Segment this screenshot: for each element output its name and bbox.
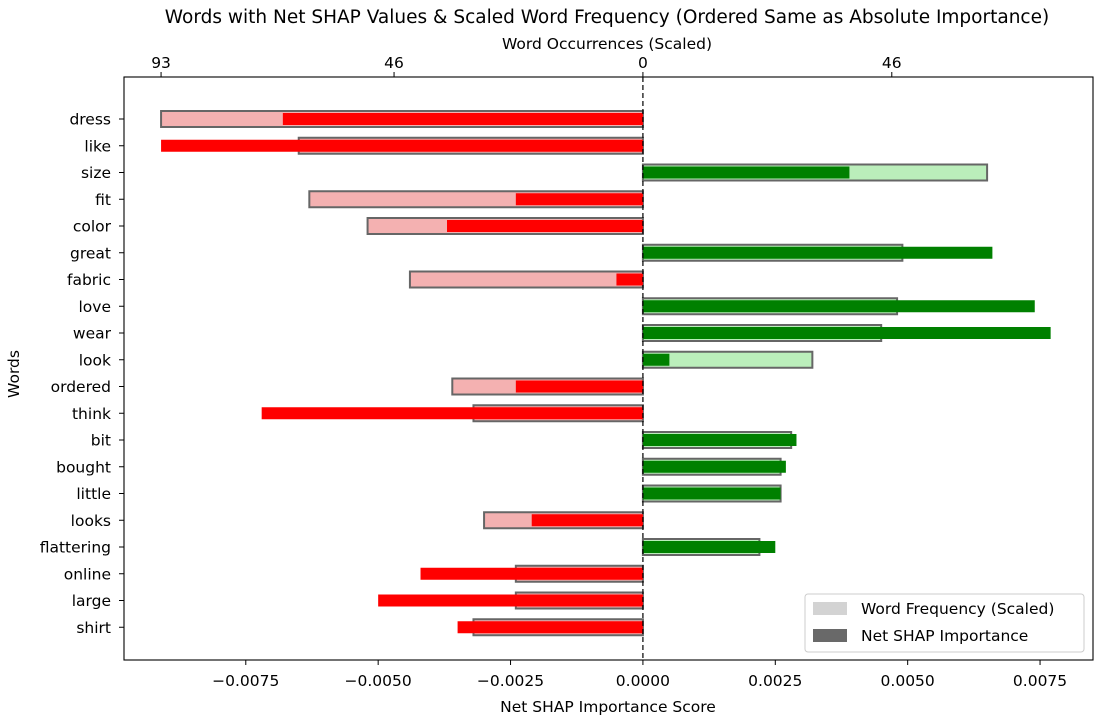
word-label-dress: dress (69, 111, 111, 129)
word-label-size: size (81, 164, 111, 182)
x-tick-label: 0.0025 (748, 672, 802, 690)
shap-bar-shirt (457, 621, 643, 634)
legend-label-shap: Net SHAP Importance (861, 627, 1028, 645)
shap-bar-wear (642, 327, 1051, 339)
bottom-axis-ticks: −0.0075 −0.0050 −0.0025 0.0000 0.0025 0.0050 0… (212, 660, 1067, 690)
top-axis-ticks: 934604693 (151, 54, 902, 77)
word-label-ordered: ordered (51, 378, 111, 396)
shap-bar-bit (642, 434, 797, 446)
word-label-little: little (76, 485, 111, 503)
shap-bar-bought (642, 460, 786, 473)
top-tick-label: 46 (882, 54, 902, 72)
top-tick-label: 0 (638, 54, 648, 72)
shap-bar-color (447, 220, 643, 232)
shap-bar-like (161, 139, 643, 152)
word-label-color: color (73, 218, 112, 236)
x-axis-label: Net SHAP Importance Score (500, 698, 716, 716)
shap-bar-look (642, 353, 670, 366)
word-label-look: look (79, 351, 111, 369)
top-tick-label: 46 (384, 54, 404, 72)
word-label-looks: looks (71, 512, 111, 530)
word-label-shirt: shirt (76, 619, 111, 637)
shap-bar-think (261, 407, 643, 420)
x-tick-label: 0.0000 (616, 672, 670, 690)
shap-bar-ordered (515, 380, 643, 393)
shap-bar-great (642, 246, 993, 259)
legend-frame (804, 593, 1085, 653)
frequency-bar-fabric (408, 270, 644, 289)
x-tick-label: −0.0075 (212, 672, 279, 690)
word-label-flattering: flattering (40, 539, 111, 557)
chart-title: Words with Net SHAP Values & Scaled Word… (165, 7, 1049, 28)
x-tick-label: −0.0050 (345, 672, 412, 690)
x-tick-label: 0.0050 (881, 672, 935, 690)
y-axis-label: Words (5, 350, 23, 398)
legend-label-frequency: Word Frequency (Scaled) (861, 600, 1054, 618)
word-label-like: like (84, 137, 111, 155)
word-labels: dress like size fit color great fabric love wear… (40, 111, 124, 637)
x-tick-label: 0.0075 (1013, 672, 1067, 690)
shap-bar-size (642, 166, 850, 179)
frequency-bars (160, 110, 989, 637)
shap-bar-little (642, 487, 781, 500)
word-label-fabric: fabric (67, 271, 111, 289)
shap-bar-dress (282, 113, 643, 125)
shap-bars (161, 113, 1051, 634)
word-label-great: great (70, 244, 111, 262)
x-tick-label: −0.0025 (477, 672, 544, 690)
shap-bar-online (420, 567, 643, 580)
legend-swatch-shap (813, 629, 847, 642)
shap-bar-flattering (642, 541, 776, 553)
word-label-large: large (72, 592, 111, 610)
shap-bar-looks (531, 514, 643, 527)
shap-bar-large (378, 594, 643, 607)
word-label-love: love (79, 298, 112, 316)
legend-swatch-frequency (813, 602, 847, 615)
shap-bar-fit (515, 193, 643, 206)
plot-frame (123, 76, 1094, 661)
top-axis-label: Word Occurrences (Scaled) (502, 35, 712, 53)
shap-bar-love (642, 300, 1035, 313)
word-label-fit: fit (95, 191, 111, 209)
top-tick-label: 93 (151, 54, 171, 72)
word-label-bought: bought (56, 458, 111, 476)
word-label-wear: wear (73, 325, 112, 343)
shap-bar-fabric (616, 273, 643, 286)
legend: Word Frequency (Scaled) Net SHAP Importa… (804, 593, 1085, 653)
word-label-think: think (72, 405, 111, 423)
word-label-online: online (64, 565, 111, 583)
word-label-bit: bit (91, 432, 111, 450)
